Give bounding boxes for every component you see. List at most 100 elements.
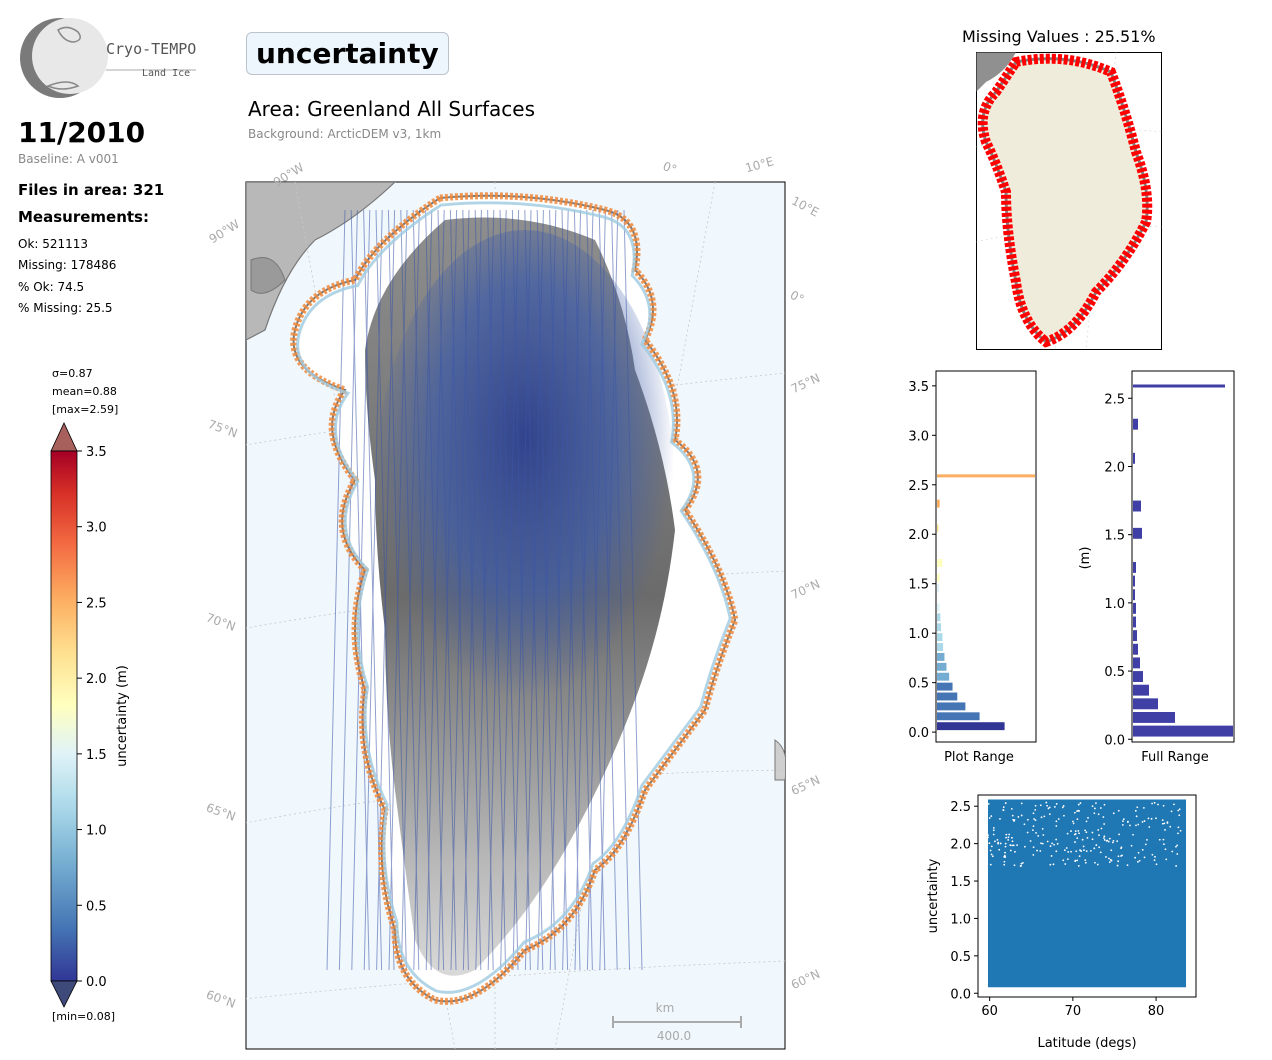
scatter-gap [1062,805,1065,807]
stat-pct-ok: % Ok: 74.5 [18,280,85,294]
scatter-gap [1013,864,1016,867]
hist1-frame [935,370,1037,743]
scatter-gap [1009,844,1012,847]
scatter-gap [1099,851,1102,854]
scatter-gap [1161,822,1164,825]
scatter-gap [1007,836,1010,839]
scatter-gap [1029,840,1032,842]
hist-bar [1133,657,1140,669]
scatter-gap [1078,832,1080,835]
hist-bar [1133,725,1233,737]
hist-bar [937,682,953,691]
scatter-gap [1074,830,1077,833]
scatter-gap [1141,848,1144,851]
scatter-gap [1002,809,1005,811]
scatter-gap [1130,844,1133,847]
scatter-gap [1171,850,1174,853]
scatter-gap [1122,818,1125,821]
scatter-gap [1178,814,1181,817]
scatter-gap [1100,827,1103,830]
scatter-gap [990,845,993,848]
scatter-gap [1011,844,1014,847]
scatter-gap [1134,856,1137,859]
satellite-track [512,209,532,971]
scatter-gap [1108,837,1111,840]
hist-bar [1133,711,1175,723]
scatter-gap [1132,833,1134,836]
hist-ytick-label: 2.5 [908,479,929,494]
scatter-gap [1097,829,1100,831]
hist-ytick-label: 3.5 [908,380,929,395]
scatter-gap [1136,806,1139,809]
hist-ytick-label: 1.0 [1104,597,1125,612]
scalebar-value: 400.0 [657,1029,691,1043]
scatter-ylabel: uncertainty [926,858,941,933]
scatter-gap [1129,824,1131,827]
colorbar-tick-label: 2.5 [86,596,107,611]
coastal-high-uncertainty [290,192,739,1005]
scatter-gap [999,842,1002,845]
scatter-gap [1020,862,1023,865]
scatter-gap [1061,806,1064,809]
scatter-gap [1176,844,1179,847]
scatter-gap [998,848,1001,851]
hist-bar [937,573,940,582]
hist-ytick-label: 0.5 [1104,665,1125,680]
scalebar-unit: km [656,1001,675,1015]
scatter-gap [997,842,999,845]
scatter-gap [1055,820,1058,823]
scatter-gap [1079,802,1082,804]
scatter-gap [1017,816,1020,818]
scatter-gap [1112,839,1115,842]
files-count: Files in area: 321 [18,181,165,199]
satellite-track [425,209,445,971]
satellite-track [388,209,408,971]
scatter-gap [1039,804,1042,807]
scatter-gap [1055,825,1058,827]
scatter-gap [1048,806,1051,809]
scatter-gap [999,818,1001,820]
scatter-gap [1004,842,1007,845]
scatter-gap [1117,809,1120,812]
satellite-track [400,209,420,971]
hist-ytick-label: 0.0 [908,726,929,741]
scatter-gap [1177,809,1180,812]
scatter-gap [1095,802,1097,805]
scatter-gap [1039,850,1042,852]
missing-map-canada [976,52,1016,92]
satellite-track [475,209,495,971]
scatter-gap [1093,812,1096,815]
hist-bar [1133,602,1136,614]
scatter-gap [1154,855,1156,858]
scatter-gap [1089,849,1092,852]
scatter-gap [1169,825,1172,828]
scatter-gap [1147,817,1150,820]
scatter-gap [1076,837,1079,840]
scatter-gap [1157,803,1159,806]
hist-bar [1133,616,1136,628]
scatter-gap [1151,802,1153,805]
hist-bar [937,652,945,661]
hist-bar [1133,452,1135,464]
scatter-gap [1026,818,1029,821]
scatter-gap [996,838,999,841]
scatter-gap [1082,845,1085,848]
scatter-gap [1110,849,1113,852]
scatter-gap [1103,837,1105,839]
satellite-track [500,209,520,971]
scatter-gap [1093,847,1096,850]
scatter-gap [1099,807,1102,809]
scatter-gap [990,815,993,817]
scatter-gap [1079,849,1081,851]
hist-bar [1133,575,1135,587]
scatter-gap [1166,821,1169,824]
scatter-gap [1143,856,1146,859]
measurements-heading: Measurements: [18,208,149,226]
hist-bar [1133,589,1135,601]
scatter-gap [1103,835,1106,838]
missing-values-map [976,52,1162,350]
hist-ytick-label: 0.5 [908,677,929,692]
hist-bar [937,692,958,701]
scatter-gap [1102,816,1105,818]
lat-label-70n-right: 70°N [789,577,822,602]
